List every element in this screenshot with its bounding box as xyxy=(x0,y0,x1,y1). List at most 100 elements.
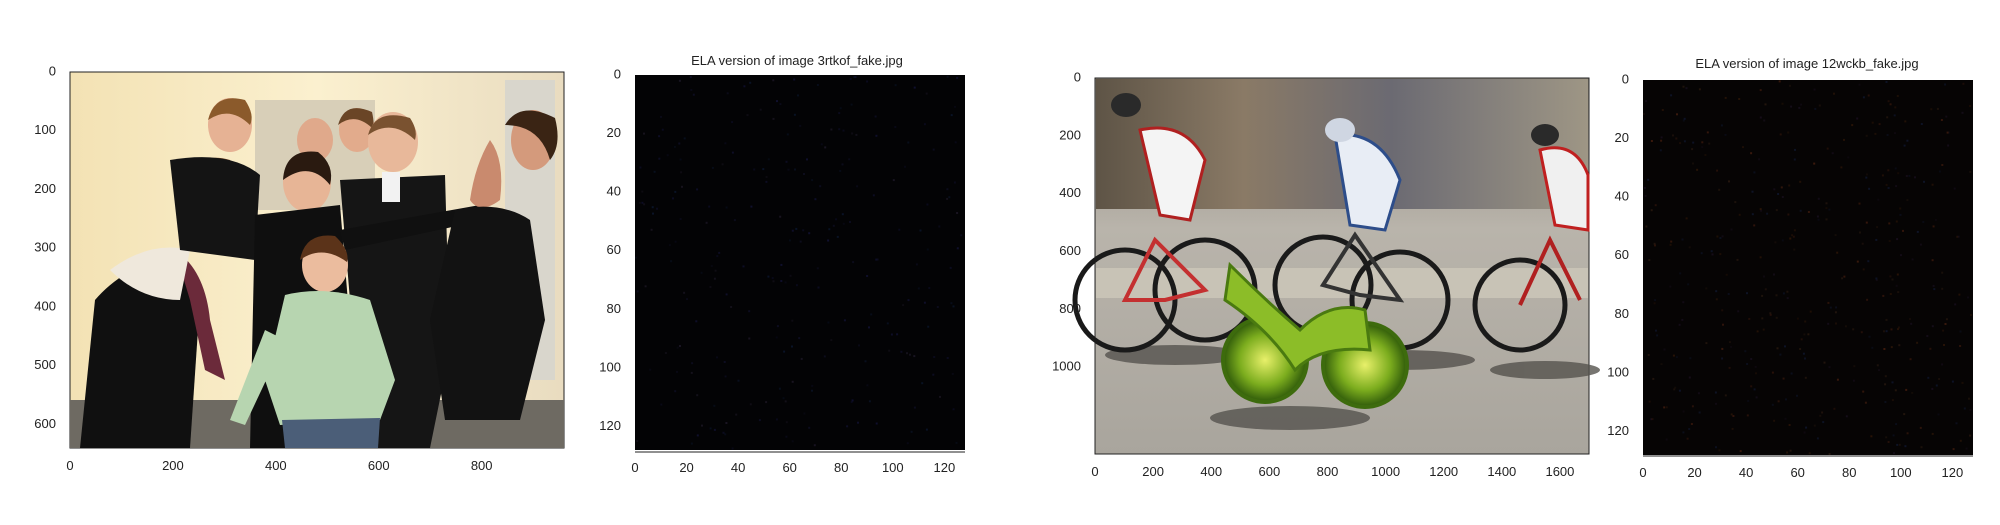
ela-speck xyxy=(1784,345,1786,348)
ela-speck xyxy=(696,394,699,397)
rider-helmet xyxy=(1325,118,1355,142)
ela-speck xyxy=(904,165,906,168)
ela-speck xyxy=(772,117,775,120)
x-tick-label: 1000 xyxy=(1371,464,1400,479)
ela-speck xyxy=(1932,284,1935,287)
ela-speck xyxy=(921,382,924,385)
ela-speck xyxy=(750,205,753,208)
ela-speck xyxy=(666,154,669,157)
ela-speck xyxy=(1904,120,1907,123)
ela-speck xyxy=(1781,102,1784,105)
ela-speck xyxy=(1682,119,1685,122)
ela-speck xyxy=(660,403,663,406)
ela-speck xyxy=(1937,413,1940,416)
ela-speck xyxy=(1715,402,1717,405)
ela-speck xyxy=(1919,243,1922,246)
ela-speck xyxy=(1903,413,1906,416)
ela-speck xyxy=(1894,167,1897,170)
ela-speck xyxy=(742,265,745,268)
ela-speck xyxy=(1716,169,1719,172)
ela-speck xyxy=(1877,198,1880,201)
ela-speck xyxy=(1697,392,1700,395)
ela-speck xyxy=(1718,188,1721,191)
ela-speck xyxy=(799,124,802,127)
ela-speck xyxy=(1865,221,1868,224)
ela-speck xyxy=(948,196,951,199)
person-hair xyxy=(338,108,374,128)
ela-speck xyxy=(1895,185,1898,188)
ela-speck xyxy=(856,185,859,188)
ela-speck xyxy=(1727,293,1730,295)
ela-speck xyxy=(724,375,727,378)
ela-speck xyxy=(875,422,878,425)
ela-speck xyxy=(1711,253,1714,256)
ela-speck xyxy=(853,76,856,79)
ela-speck xyxy=(802,229,805,232)
ela-speck xyxy=(1705,342,1708,345)
ela-speck xyxy=(709,286,712,288)
ela-speck xyxy=(765,180,768,183)
ela-1-canvas xyxy=(635,75,965,450)
ela-speck xyxy=(1750,385,1753,388)
ela-speck xyxy=(841,213,844,216)
ela-speck xyxy=(1891,381,1894,384)
ela-speck xyxy=(913,406,916,409)
person-body xyxy=(430,206,545,420)
ela-speck xyxy=(724,142,727,145)
ela-speck xyxy=(692,93,695,96)
ela-speck xyxy=(1696,168,1699,171)
ela-speck xyxy=(1969,434,1972,437)
ela-speck xyxy=(1871,346,1874,349)
ela-speck xyxy=(725,206,728,209)
ela-speck xyxy=(915,263,918,266)
ela-speck xyxy=(767,158,770,161)
ela-speck xyxy=(1788,184,1791,187)
ela-speck xyxy=(1715,446,1717,449)
x-tick-label: 1400 xyxy=(1487,464,1516,479)
ela-speck xyxy=(1905,388,1908,391)
ela-speck xyxy=(1933,288,1936,291)
ela-speck xyxy=(664,352,667,354)
ela-speck xyxy=(1935,384,1938,387)
ela-speck xyxy=(1909,358,1912,361)
ela-speck xyxy=(726,92,729,95)
rider-helmet xyxy=(1531,124,1559,146)
bike-frame xyxy=(1319,231,1405,303)
ela-speck xyxy=(1759,256,1762,259)
ela-speck xyxy=(1886,134,1889,136)
cyclist-right xyxy=(1472,124,1590,353)
ela-speck xyxy=(1781,239,1784,242)
ela-speck xyxy=(794,168,796,171)
ela-speck xyxy=(765,401,768,404)
ela-speck xyxy=(1738,213,1741,216)
ela-speck xyxy=(791,345,793,348)
y-tick-label: 100 xyxy=(1607,364,1629,379)
ela-speck xyxy=(743,85,746,88)
ela-speck xyxy=(1931,183,1934,186)
y-tick-label: 500 xyxy=(34,357,56,372)
ela-speck xyxy=(1813,88,1816,91)
ela-speck xyxy=(1884,383,1887,386)
ela-speck xyxy=(1959,439,1962,442)
ela-speck xyxy=(674,190,677,193)
ela-speck xyxy=(1897,328,1899,331)
ela-speck xyxy=(1681,238,1684,241)
ela-speck xyxy=(1930,108,1933,111)
ela-speck xyxy=(892,179,895,182)
ela-speck xyxy=(956,76,959,79)
ela-speck xyxy=(1875,238,1878,241)
ela-speck xyxy=(1898,344,1901,347)
ela-speck xyxy=(1804,357,1806,360)
y-tick-label: 300 xyxy=(34,240,56,255)
ela-speck xyxy=(1730,413,1733,416)
ela-speck xyxy=(1938,378,1941,380)
ela-speck xyxy=(910,430,913,433)
ela-speck xyxy=(843,319,846,322)
ela-speck xyxy=(1718,449,1721,452)
x-tick-label: 20 xyxy=(679,460,693,475)
ela-speck xyxy=(683,291,686,294)
ela-speck xyxy=(1825,207,1828,210)
ela-speck xyxy=(1856,260,1859,263)
ela-speck xyxy=(1785,398,1787,401)
ela-speck xyxy=(765,176,768,178)
